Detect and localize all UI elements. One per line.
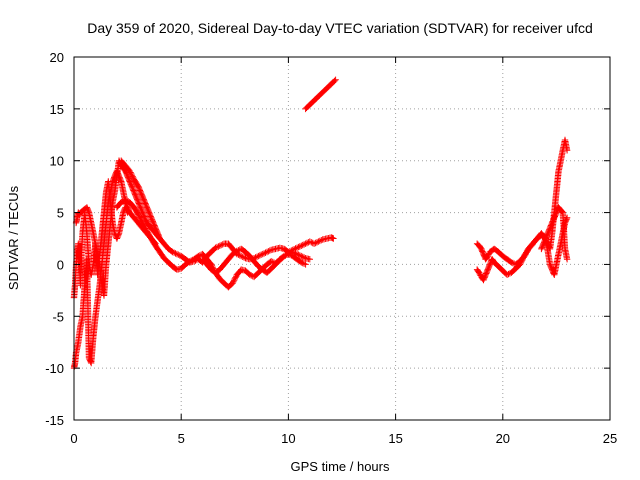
series <box>118 157 337 266</box>
data-point-markers <box>538 204 571 263</box>
series <box>538 204 571 263</box>
y-tick-label: 5 <box>57 206 64 221</box>
x-tick-label: 15 <box>388 431 402 446</box>
grid <box>74 57 610 420</box>
data-point-markers <box>72 178 131 278</box>
x-tick-label: 10 <box>281 431 295 446</box>
y-tick-label: -10 <box>45 361 64 376</box>
data-point-markers <box>302 76 339 113</box>
series <box>199 245 309 276</box>
data-point-markers <box>199 245 309 276</box>
series <box>302 76 339 113</box>
x-tick-label: 0 <box>70 431 77 446</box>
data-point-markers <box>473 136 571 268</box>
plot-frame <box>73 56 611 421</box>
y-tick-label: 0 <box>57 257 64 272</box>
series <box>72 178 131 278</box>
x-tick-label: 25 <box>603 431 617 446</box>
y-tick-label: 15 <box>50 102 64 117</box>
axis-ticks: 0 5 10 15 20 25 -15 -10 -5 0 5 10 15 20 <box>45 50 617 446</box>
y-tick-label: 20 <box>50 50 64 65</box>
chart-title: Day 359 of 2020, Sidereal Day-to-day VTE… <box>87 20 593 36</box>
x-tick-label: 5 <box>178 431 185 446</box>
data-point-markers <box>118 157 337 266</box>
series <box>473 136 571 268</box>
y-tick-label: 10 <box>50 154 64 169</box>
data-points <box>70 76 571 372</box>
y-tick-label: -15 <box>45 413 64 428</box>
y-tick-label: -5 <box>52 309 64 324</box>
x-tick-label: 20 <box>496 431 510 446</box>
x-axis-label: GPS time / hours <box>291 459 390 474</box>
y-axis-label: SDTVAR / TECUs <box>6 185 21 290</box>
